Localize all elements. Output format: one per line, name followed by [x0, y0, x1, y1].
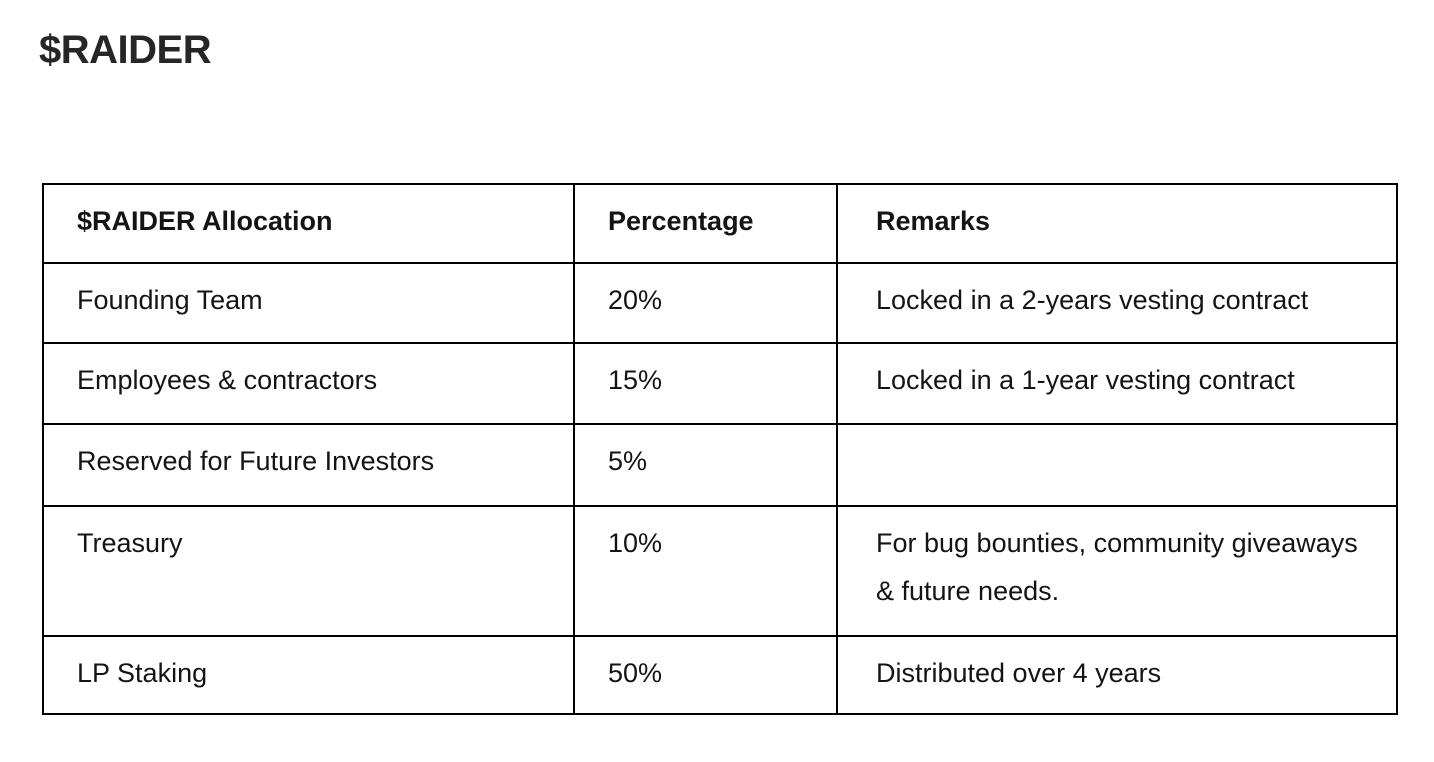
cell-percentage: 20%	[573, 262, 838, 344]
cell-remarks: Locked in a 2-years vesting contract	[836, 262, 1398, 344]
header-cell-remarks: Remarks	[836, 183, 1398, 264]
cell-percentage: 50%	[573, 635, 838, 715]
page-title: $RAIDER	[39, 28, 212, 72]
cell-remarks: For bug bounties, community giveaways & …	[836, 505, 1398, 637]
cell-remarks: Locked in a 1-year vesting contract	[836, 342, 1398, 425]
cell-allocation: Reserved for Future Investors	[42, 423, 575, 507]
cell-allocation: Founding Team	[42, 262, 575, 344]
cell-percentage: 15%	[573, 342, 838, 425]
table-row: Employees & contractors 15% Locked in a …	[42, 342, 1398, 425]
cell-percentage: 5%	[573, 423, 838, 507]
table-row: Treasury 10% For bug bounties, community…	[42, 505, 1398, 637]
header-cell-allocation: $RAIDER Allocation	[42, 183, 575, 264]
table-row: LP Staking 50% Distributed over 4 years	[42, 635, 1398, 715]
cell-allocation: Employees & contractors	[42, 342, 575, 425]
header-cell-percentage: Percentage	[573, 183, 838, 264]
cell-allocation: LP Staking	[42, 635, 575, 715]
cell-allocation: Treasury	[42, 505, 575, 637]
table-row: Founding Team 20% Locked in a 2-years ve…	[42, 262, 1398, 344]
table-row: Reserved for Future Investors 5%	[42, 423, 1398, 507]
table-header-row: $RAIDER Allocation Percentage Remarks	[42, 183, 1398, 264]
allocation-table: $RAIDER Allocation Percentage Remarks Fo…	[42, 183, 1398, 715]
cell-remarks: Distributed over 4 years	[836, 635, 1398, 715]
cell-remarks	[836, 423, 1398, 507]
cell-percentage: 10%	[573, 505, 838, 637]
